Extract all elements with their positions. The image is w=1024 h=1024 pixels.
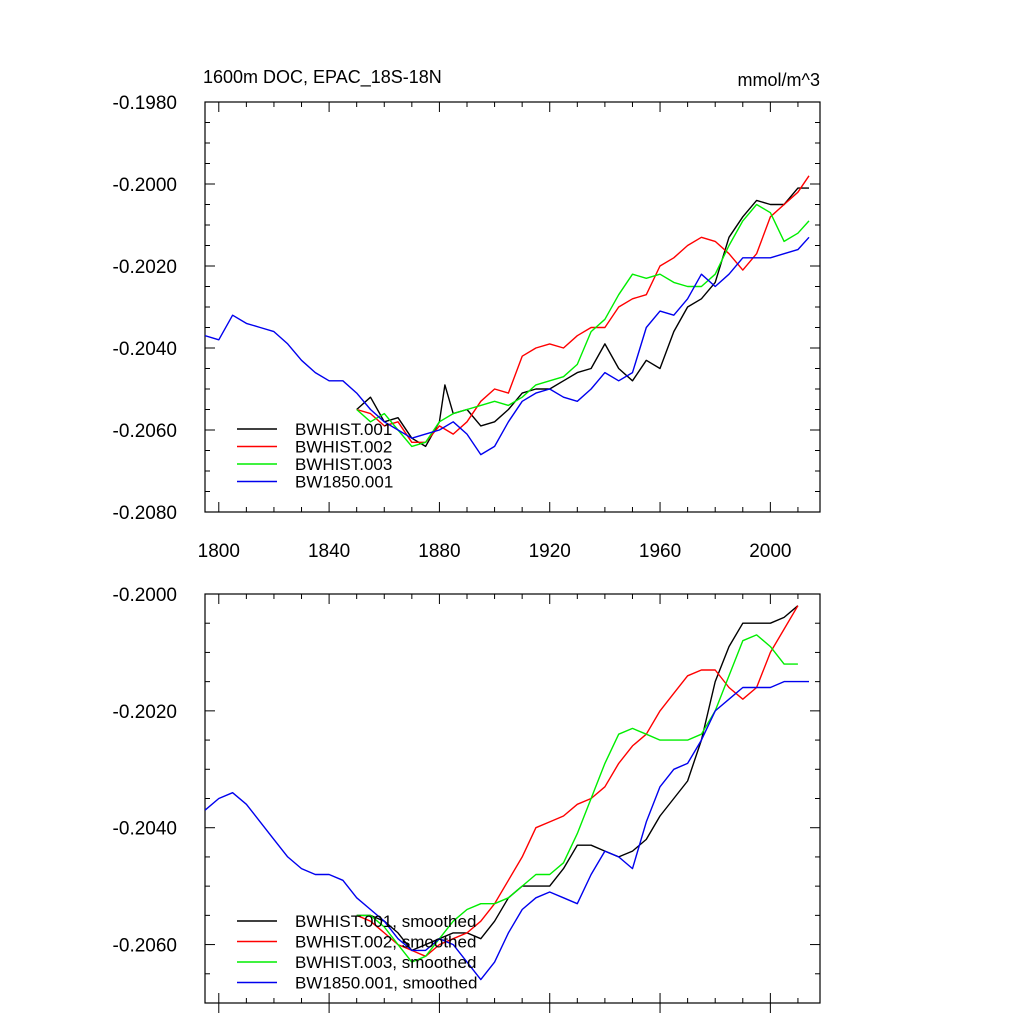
series-line-bw1850-001-smoothed [205, 680, 809, 981]
legend-label: BW1850.001, smoothed [295, 974, 477, 993]
series-group [205, 605, 809, 981]
top-panel: 1800 1840 1880 1920 1960 2000 -0.2080 -0.2060 -0… [113, 93, 821, 562]
series-group [205, 175, 810, 456]
y-tick-label: -0.2020 [113, 702, 177, 723]
chart-title: 1600m DOC, EPAC_18S-18N [203, 67, 442, 88]
x-tick-label: 1920 [529, 541, 571, 562]
legend-label: BWHIST.003, smoothed [295, 953, 476, 972]
units-label: mmol/m^3 [738, 70, 820, 90]
legend-label: BWHIST.001, smoothed [295, 912, 476, 931]
series-line-bwhist-002-smoothed [356, 605, 799, 957]
y-tick-label: -0.2060 [113, 936, 177, 957]
y-tick-label: -0.2040 [113, 339, 177, 360]
legend-label: BWHIST.001 [295, 420, 392, 439]
series-line-bw1850-001 [205, 236, 810, 456]
y-tick-label: -0.2040 [113, 819, 177, 840]
legend-label: BW1850.001 [295, 473, 393, 492]
series-line-bwhist-001-smoothed [356, 605, 799, 952]
legend-label: BWHIST.002 [295, 438, 392, 457]
series-line-bwhist-002 [356, 175, 810, 443]
x-tick-label: 1840 [308, 541, 350, 562]
y-tick-label: -0.2080 [113, 503, 177, 524]
legend-label: BWHIST.002, smoothed [295, 933, 476, 952]
x-tick-label: 1960 [639, 541, 681, 562]
y-tick-label: -0.2000 [113, 585, 177, 606]
x-tick-label: 2000 [749, 541, 791, 562]
series-line-bwhist-001 [356, 187, 809, 448]
y-tick-label: -0.1980 [113, 93, 177, 114]
bottom-panel: -0.2060 -0.2040 -0.2020 -0.2000 BWHIST.001, … [113, 585, 821, 1013]
series-line-bwhist-003 [356, 203, 810, 448]
series-line-bwhist-003-smoothed [356, 634, 798, 963]
legend-label: BWHIST.003 [295, 455, 392, 474]
x-tick-label: 1800 [198, 541, 240, 562]
y-tick-label: -0.2060 [113, 421, 177, 442]
y-tick-label: -0.2000 [113, 175, 177, 196]
x-tick-label: 1880 [418, 541, 460, 562]
y-tick-label: -0.2020 [113, 257, 177, 278]
